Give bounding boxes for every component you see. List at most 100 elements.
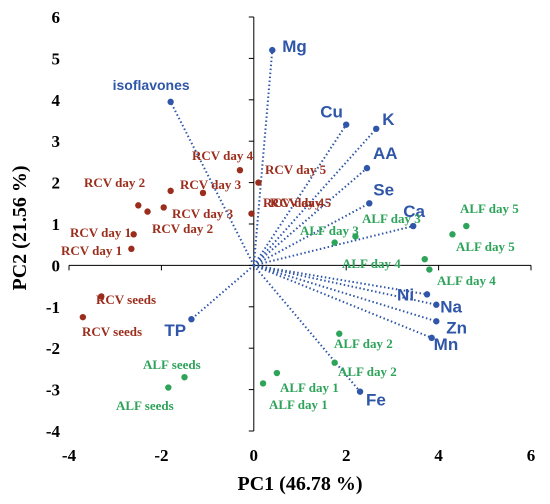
loading-vector-aa	[253, 167, 368, 267]
observation-points	[79, 166, 470, 391]
x-tick-label: -4	[62, 446, 77, 465]
point-label-alf-day-2: ALF day 2	[334, 336, 393, 351]
loading-vector-mn	[253, 264, 433, 339]
loading-vector-cu	[252, 124, 348, 266]
point-label-alf-seeds: ALF seeds	[143, 357, 201, 372]
point-label-rcv-day-5: RCV day 5	[265, 162, 327, 177]
loading-vector-tp	[190, 264, 255, 320]
point-label-rcv-day-5: RCV day 5	[270, 195, 332, 210]
point-label-rcv-day-2: RCV day 2	[152, 221, 213, 236]
point-label-rcv-day-1: RCV day 1	[61, 243, 122, 258]
x-tick-label: -2	[154, 446, 168, 465]
loading-point-fe	[356, 388, 364, 395]
x-tick-label: 6	[527, 446, 536, 465]
loading-label-cu: Cu	[320, 103, 343, 122]
y-axis-title: PC2 (21.56 %)	[9, 166, 31, 291]
point-alf-seeds	[165, 384, 172, 391]
point-rcv-day-3	[167, 187, 174, 195]
y-tick-label: -4	[46, 422, 61, 441]
y-tick-label: -1	[46, 298, 60, 317]
point-label-alf-day-4: ALF day 4	[342, 256, 401, 271]
point-label-rcv-day-3: RCV day 3	[180, 177, 242, 192]
point-alf-day-5	[463, 222, 470, 230]
y-tick-label: 3	[52, 132, 61, 151]
loading-point-se	[366, 200, 373, 207]
loading-point-na	[433, 301, 440, 308]
point-rcv-day-5	[248, 210, 255, 217]
y-tick-label: 2	[52, 174, 61, 193]
point-label-alf-day-3: ALF day 3	[362, 211, 421, 226]
point-rcv-day-2	[144, 208, 151, 215]
loading-point-ca	[409, 222, 417, 230]
point-label-alf-day-5: ALF day 5	[460, 201, 519, 216]
y-tick-label: 4	[52, 91, 61, 110]
y-tick-label: 0	[52, 256, 61, 275]
x-axis-title: PC1 (46.78 %)	[238, 473, 363, 495]
point-rcv-day-4	[199, 189, 207, 197]
point-label-alf-day-1: ALF day 1	[280, 380, 339, 395]
loading-label-se: Se	[373, 180, 394, 199]
y-tick-label: 5	[52, 49, 61, 68]
loading-vector-k	[253, 128, 377, 267]
point-alf-day-4	[421, 255, 428, 263]
loading-point-k	[373, 125, 380, 132]
x-tick-label: 2	[342, 446, 351, 465]
loading-label-na: Na	[440, 298, 462, 317]
loading-label-zn: Zn	[446, 318, 467, 337]
loading-label-fe: Fe	[366, 391, 386, 410]
loading-label-tp: TP	[164, 321, 186, 340]
loading-point-cu	[343, 121, 350, 128]
point-alf-day-2	[331, 359, 338, 366]
loading-label-ca: Ca	[403, 202, 425, 221]
point-rcv-seeds	[79, 313, 87, 321]
point-rcv-seeds	[98, 293, 105, 300]
point-label-alf-day-5: ALF day 5	[456, 239, 515, 254]
point-alf-day-4	[426, 266, 433, 273]
loading-vector-mg	[252, 50, 274, 266]
point-label-alf-day-3: ALF day 3	[300, 223, 359, 238]
point-alf-day-2	[336, 330, 343, 337]
loading-label-aa: AA	[373, 144, 398, 163]
point-label-rcv-day-3: RCV day 3	[172, 206, 234, 221]
x-tick-label: 0	[250, 446, 259, 465]
y-tick-label: 1	[52, 215, 61, 234]
point-rcv-day-1	[130, 231, 137, 238]
loading-vector-na	[253, 264, 437, 306]
point-rcv-day-2	[135, 202, 142, 209]
loading-label-mn: Mn	[434, 335, 459, 354]
point-label-rcv-seeds: RCV seeds	[96, 292, 156, 307]
point-alf-day-3	[331, 239, 338, 246]
point-rcv-day-1	[128, 245, 135, 253]
loading-label-isoflavones: isoflavones	[113, 77, 190, 93]
loading-label-mg: Mg	[282, 37, 307, 56]
loading-point-ni	[423, 291, 431, 298]
loading-point-isoflavones	[167, 98, 174, 106]
point-label-rcv-seeds: RCV seeds	[82, 324, 142, 339]
point-label-alf-day-1: ALF day 1	[269, 397, 328, 412]
y-tick-label: -3	[46, 381, 60, 400]
point-alf-seeds	[181, 373, 188, 381]
point-rcv-day-5	[255, 179, 262, 186]
point-rcv-day-4	[236, 166, 244, 174]
point-label-rcv-day-2: RCV day 2	[84, 175, 145, 190]
x-tick-label: 4	[434, 446, 443, 465]
loading-vector-se	[253, 202, 370, 267]
loading-vector-isoflavones	[169, 101, 255, 266]
point-alf-day-3	[352, 233, 359, 240]
loading-point-tp	[188, 316, 195, 323]
point-alf-day-1	[259, 380, 267, 387]
point-rcv-day-3	[160, 204, 167, 211]
loading-label-k: K	[382, 110, 395, 129]
loading-point-mn	[428, 334, 435, 342]
y-tick-label: -2	[46, 339, 60, 358]
loading-point-zn	[433, 318, 440, 325]
point-label-rcv-day-4: RCV day 4	[192, 148, 254, 163]
loading-vector-ca	[253, 225, 414, 267]
loading-vector-ni	[253, 264, 428, 296]
tick-labels: -4 -2 0 2 4 6 -4 -3 -2 -1 0 1 2 3 4 5 6	[46, 8, 535, 465]
point-label-alf-day-4: ALF day 4	[437, 273, 496, 288]
point-label-rcv-day-1: RCV day 1	[70, 225, 131, 240]
